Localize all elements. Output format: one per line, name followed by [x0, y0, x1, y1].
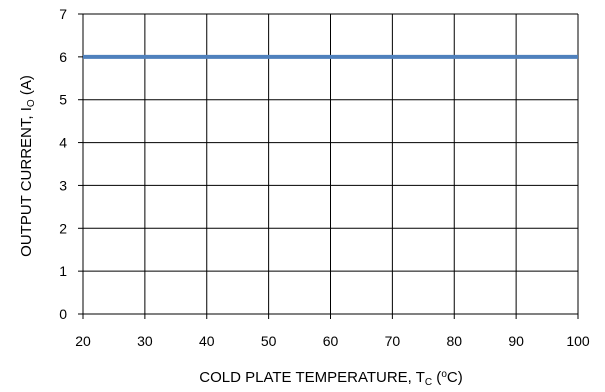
y-tick-label-5: 5: [59, 92, 67, 108]
y-tick-label-6: 6: [59, 49, 67, 65]
y-axis-title: OUTPUT CURRENT, IO (A): [18, 75, 37, 257]
grid: [83, 13, 579, 314]
x-tick-label-40: 40: [199, 333, 215, 349]
y-tick-label-7: 7: [59, 6, 67, 22]
y-tick-label-0: 0: [59, 306, 67, 322]
x-tick-label-20: 20: [75, 333, 91, 349]
x-tick-label-80: 80: [446, 333, 462, 349]
y-tick-label-4: 4: [59, 135, 67, 151]
x-tick-label-60: 60: [323, 333, 339, 349]
x-tick-label-70: 70: [385, 333, 401, 349]
x-tick-label-50: 50: [261, 333, 277, 349]
tick-labels: 20 30 40 50 60 70 80 90 100 0 1 2 3 4 5 6 7: [59, 6, 590, 349]
y-tick-label-2: 2: [59, 220, 67, 236]
x-tick-label-100: 100: [566, 333, 590, 349]
y-tick-label-1: 1: [59, 263, 67, 279]
x-tick-label-90: 90: [508, 333, 524, 349]
axes: [78, 13, 579, 319]
x-tick-label-30: 30: [137, 333, 153, 349]
x-axis-title: COLD PLATE TEMPERATURE, TC (oC): [199, 369, 462, 388]
y-tick-label-3: 3: [59, 177, 67, 193]
